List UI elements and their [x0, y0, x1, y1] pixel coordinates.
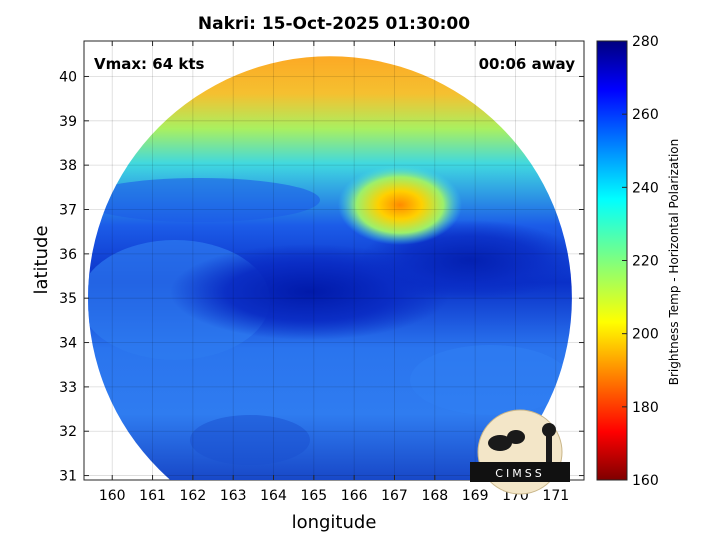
colorbar-tick-label: 200 — [632, 327, 659, 343]
x-tick-label: 171 — [542, 488, 569, 504]
x-tick-label: 161 — [139, 488, 166, 504]
y-tick-label: 35 — [59, 291, 77, 307]
chart-title: Nakri: 15-Oct-2025 01:30:00 — [197, 14, 471, 34]
x-tick-label: 163 — [220, 488, 247, 504]
vmax-annotation: Vmax: 64 kts — [94, 55, 204, 73]
colorbar-tick-label: 280 — [632, 34, 659, 50]
y-tick-label: 32 — [59, 424, 77, 440]
y-tick-label: 33 — [59, 380, 77, 396]
logo-text: CIMSS — [495, 467, 544, 480]
y-axis-label: latitude — [31, 225, 52, 294]
x-tick-label: 169 — [462, 488, 489, 504]
y-tick-label: 31 — [59, 469, 77, 485]
x-tick-label: 162 — [180, 488, 207, 504]
cimss-logo: CIMSS — [470, 409, 570, 495]
colorbar-tick-label: 240 — [632, 180, 659, 196]
colorbar-label: Brightness Temp - Horizontal Polarizatio… — [667, 139, 681, 386]
y-tick-label: 40 — [59, 69, 77, 85]
y-tick-label: 39 — [59, 114, 77, 130]
x-tick-label: 168 — [421, 488, 448, 504]
x-tick-label: 160 — [99, 488, 126, 504]
x-tick-label: 166 — [341, 488, 368, 504]
time-away-annotation: 00:06 away — [479, 55, 576, 73]
x-axis-label: longitude — [292, 512, 377, 533]
x-axis-ticks: 160 161 162 163 164 165 166 167 168 169 170 171 — [99, 41, 569, 504]
x-tick-label: 167 — [381, 488, 408, 504]
colorbar-tick-label: 260 — [632, 107, 659, 123]
y-axis-ticks: 31 32 33 34 35 36 37 38 39 40 — [59, 69, 584, 485]
colorbar-tick-label: 180 — [632, 400, 659, 416]
y-tick-label: 36 — [59, 247, 77, 263]
y-tick-label: 37 — [59, 203, 77, 219]
x-tick-label: 164 — [260, 488, 287, 504]
x-tick-label: 165 — [300, 488, 327, 504]
colorbar: 160 180 200 220 240 260 280 Brightness Temp - … — [596, 34, 681, 489]
colorbar-tick-label: 220 — [632, 254, 659, 270]
grid — [84, 41, 584, 480]
y-tick-label: 34 — [59, 336, 77, 352]
y-tick-label: 38 — [59, 158, 77, 174]
swath-image — [88, 56, 572, 480]
colorbar-ticks: 160 180 200 220 240 260 280 — [622, 34, 659, 489]
colorbar-tick-label: 160 — [632, 473, 659, 489]
